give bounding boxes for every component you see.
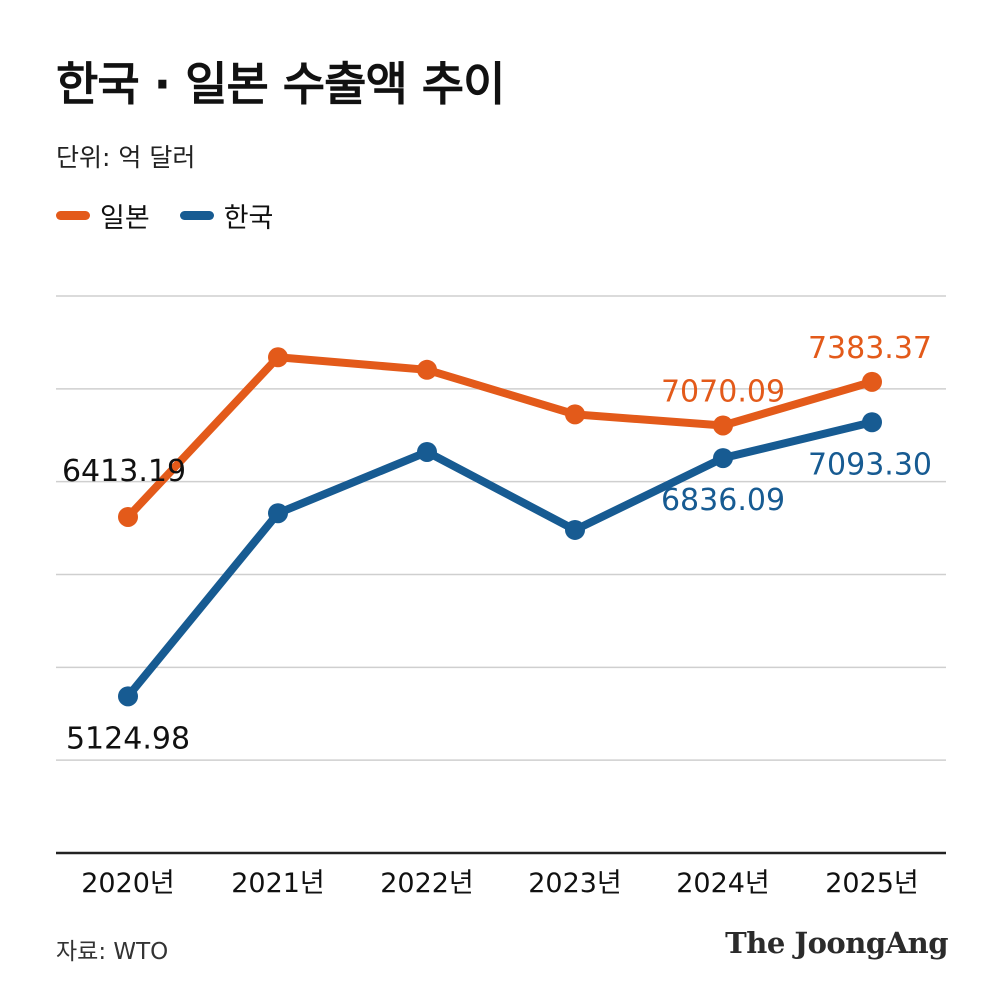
data-labels: 6413.19 7070.09 7383.37 5124.98 6836.09 7093.… [62,331,932,756]
legend-item-japan: 일본 [56,196,150,235]
data-point-korea [118,686,138,707]
x-tick-label: 2023년 [528,868,622,899]
data-point-japan [565,404,585,425]
unit-label: 단위: 억 달러 [56,143,196,172]
series-line-japan [124,353,876,521]
series-line-korea [124,418,876,701]
legend-item-korea: 한국 [179,196,274,235]
x-axis-ticks: 2020년 2021년 2022년 2023년 2024년 2025년 [81,868,919,899]
data-point-korea [713,448,733,469]
data-point-korea [268,503,288,524]
data-point-japan [268,347,288,368]
data-label-korea: 7093.30 [808,447,932,482]
legend: 일본 한국 [56,196,303,235]
legend-swatch-korea [179,211,214,220]
chart-title: 한국 · 일본 수출액 추이 [56,57,505,111]
data-label-japan: 6413.19 [62,454,186,489]
data-label-japan: 7070.09 [661,374,785,409]
legend-swatch-japan [56,211,90,220]
x-tick-label: 2022년 [380,868,474,899]
data-label-japan: 7383.37 [808,331,932,366]
x-tick-label: 2020년 [81,868,175,899]
source-note: 자료: WTO [56,939,169,965]
data-point-japan [862,371,882,392]
legend-label-korea: 한국 [223,203,274,234]
data-label-korea: 6836.09 [661,483,785,518]
data-point-japan [118,506,138,527]
data-point-korea [565,519,585,540]
x-tick-label: 2024년 [676,868,770,899]
data-point-korea [862,412,882,433]
series-lines [118,347,882,707]
data-label-korea: 5124.98 [66,721,190,756]
gridlines [56,295,946,855]
data-point-korea [417,441,437,462]
x-tick-label: 2021년 [231,868,325,899]
legend-label-japan: 일본 [100,203,150,234]
data-point-japan [713,415,733,436]
publisher-logo: The JoongAng [725,926,948,960]
x-tick-label: 2025년 [825,868,919,899]
data-point-japan [417,359,437,380]
